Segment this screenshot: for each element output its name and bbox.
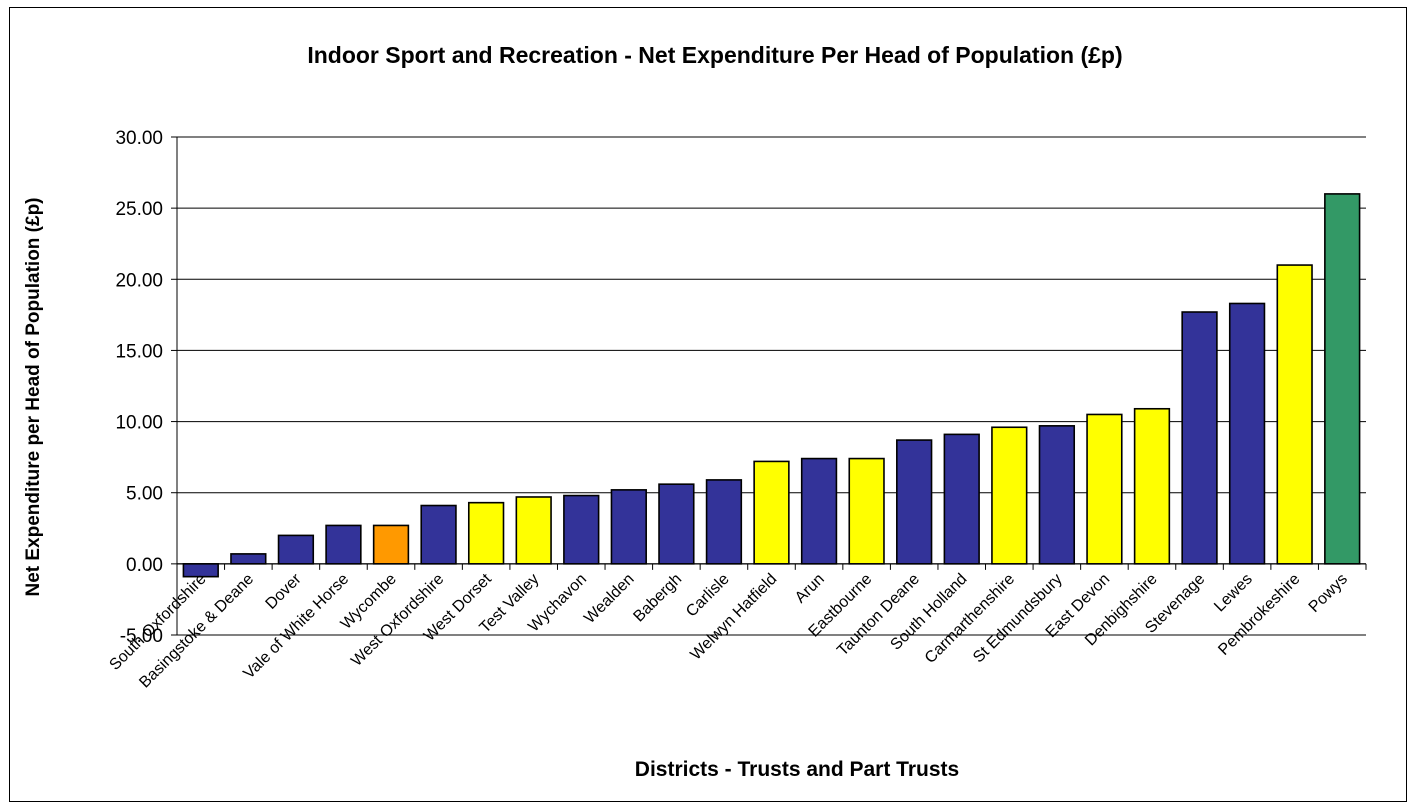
category-label: Arun [792,571,828,607]
bar [467,501,505,565]
category-label: Carmarthenshire [922,571,1018,667]
category-label: Wealden [581,571,637,627]
bar [325,524,362,565]
y-tick-labels: -5.00 0.00 5.00 10.00 15.00 20.00 25.00 30.00 [115,128,163,647]
bar [277,534,315,565]
y-tick-label: -5.00 [120,626,163,647]
bars [182,193,1361,578]
bar [372,524,410,565]
bar [563,494,600,565]
y-tick-label: 0.00 [126,555,163,576]
axes [171,136,1367,636]
category-label: St Edmundsbury [970,571,1066,667]
bar [1228,302,1266,565]
y-tick-label: 15.00 [115,341,163,362]
y-tick-label: 20.00 [115,270,163,291]
category-label: Pembrokeshire [1215,571,1303,659]
category-label: Lewes [1211,571,1256,616]
y-tick-label: 25.00 [115,199,163,220]
bar [1181,311,1218,565]
bar [848,457,885,565]
bar [753,460,790,565]
bar [610,489,647,565]
y-tick-label: 5.00 [126,484,163,505]
bar [705,479,743,565]
x-axis-title: Districts - Trusts and Part Trusts [635,758,959,781]
bar [515,496,552,565]
category-label: Welwyn Hatfield [687,571,780,664]
bar [991,426,1028,565]
category-label: Taunton Deane [834,571,923,660]
category-label: Powys [1306,571,1351,616]
bar [230,553,267,565]
category-label: Babergh [630,571,685,626]
y-tick-label: 10.00 [115,413,163,434]
chart-title: Indoor Sport and Recreation - Net Expend… [307,42,1122,68]
bar [658,483,695,565]
bar [1324,193,1361,565]
bar [896,439,933,565]
bar [420,504,457,565]
bar [1133,407,1171,565]
bar [800,457,838,565]
category-label: Dover [263,570,306,613]
y-axis-title: Net Expenditure per Head of Population (… [23,197,44,596]
bar [943,433,980,565]
bar [1038,425,1076,565]
y-tick-label: 30.00 [115,128,163,149]
bar [1276,264,1313,565]
bar [1086,413,1123,565]
chart-frame [9,7,1407,802]
